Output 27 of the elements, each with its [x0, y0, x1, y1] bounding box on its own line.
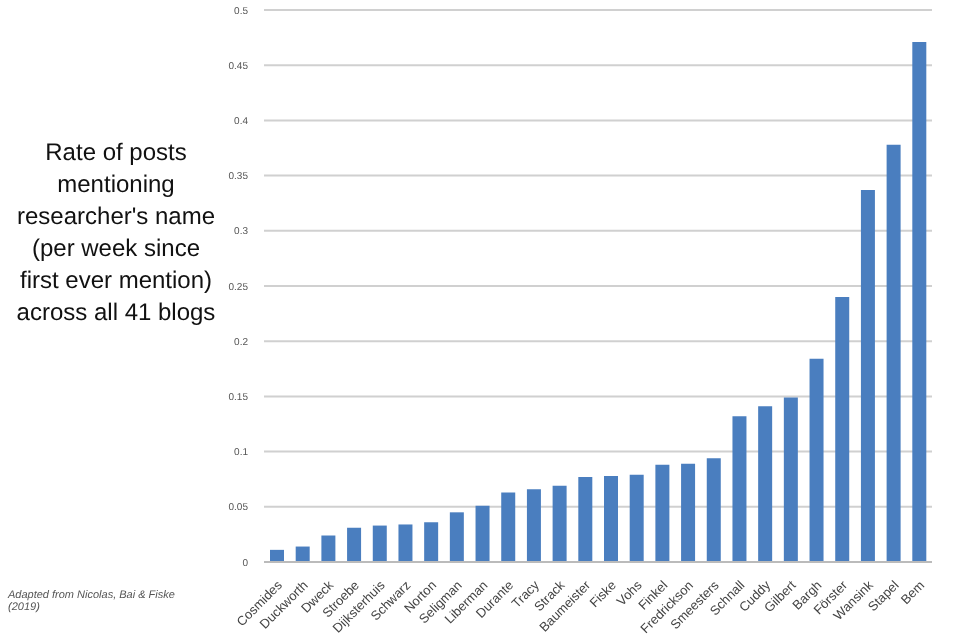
- bar: [758, 406, 773, 562]
- bar: [655, 464, 670, 562]
- bar: [526, 489, 541, 562]
- bar: [732, 416, 747, 562]
- bar: [295, 546, 310, 562]
- bar: [604, 475, 618, 562]
- bar: [347, 527, 362, 562]
- bar: [706, 458, 721, 562]
- bar: [372, 525, 387, 562]
- bar: [681, 463, 696, 562]
- bar: [835, 297, 850, 562]
- bar: [578, 476, 593, 562]
- bar: [783, 397, 798, 562]
- bar: [912, 42, 927, 562]
- bar: [886, 144, 901, 562]
- bar: [321, 535, 336, 562]
- bar: [270, 549, 284, 562]
- bar: [552, 485, 567, 562]
- bar: [501, 492, 516, 562]
- bar: [860, 189, 875, 562]
- y-axis-title: Rate of posts mentioning researcher's name (per week since first ever mention) across all 41 blogs: [16, 136, 216, 328]
- bar: [398, 524, 413, 562]
- bar: [629, 474, 644, 562]
- bar: [475, 505, 490, 562]
- bar: [809, 358, 824, 562]
- bar: [449, 512, 464, 562]
- bar: [424, 522, 439, 562]
